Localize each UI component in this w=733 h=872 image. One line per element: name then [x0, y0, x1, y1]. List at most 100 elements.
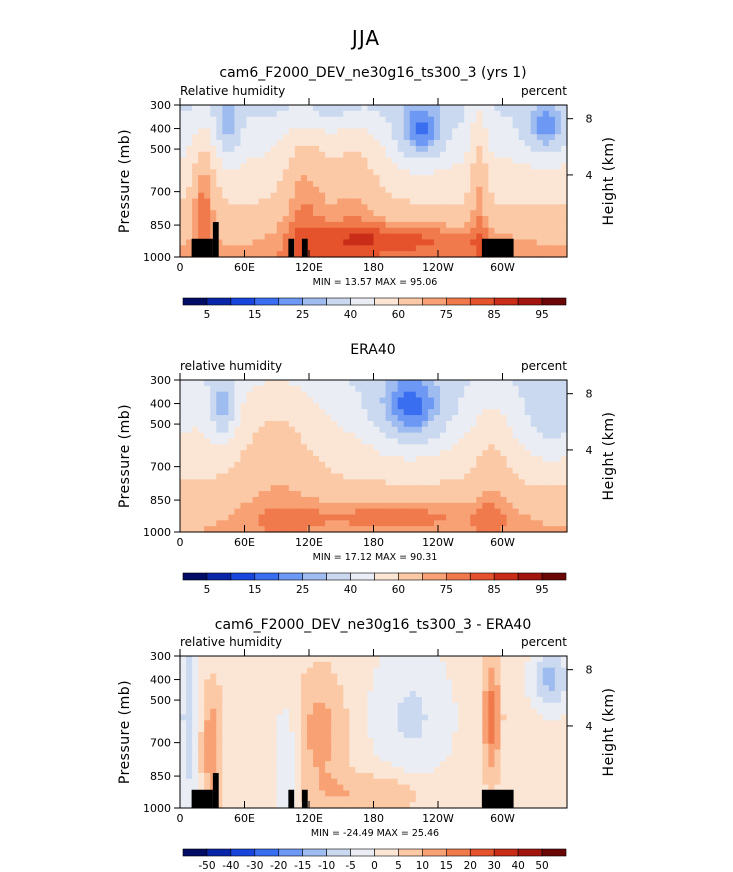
contour-cell — [524, 656, 532, 663]
contour-cell — [536, 432, 544, 440]
contour-cell — [536, 409, 544, 416]
contour-cell — [210, 105, 217, 112]
contour-cell — [246, 673, 254, 680]
contour-cell — [518, 245, 526, 252]
contour-cell — [506, 514, 514, 521]
contour-cell — [506, 714, 514, 721]
contour-cell — [355, 391, 363, 399]
contour-cell — [415, 426, 423, 434]
contour-cell — [319, 181, 326, 188]
contour-cell — [361, 656, 369, 663]
contour-cell — [476, 496, 483, 504]
contour-cell — [282, 467, 290, 475]
contour-cell — [470, 438, 477, 445]
contour-cell — [288, 163, 296, 170]
contour-cell — [355, 679, 363, 686]
contour-cell — [524, 514, 532, 521]
contour-cell — [222, 479, 229, 486]
contour-cell — [482, 778, 489, 786]
contour-cell — [379, 420, 387, 428]
contour-cell — [560, 696, 568, 704]
contour-cell — [349, 661, 356, 669]
contour-cell — [276, 216, 284, 223]
contour-cell — [415, 755, 423, 762]
contour-cell — [222, 163, 229, 170]
contour-cell — [367, 175, 375, 182]
contour-cell — [186, 233, 193, 241]
contour-cell — [530, 508, 538, 516]
contour-cell — [452, 767, 459, 774]
contour-cell — [343, 409, 350, 416]
contour-cell — [470, 720, 477, 727]
contour-cell — [282, 221, 290, 229]
contour-cell — [192, 520, 199, 527]
contour-cell — [506, 679, 514, 686]
contour-cell — [234, 415, 242, 422]
contour-cell — [385, 251, 393, 258]
contour-cell — [246, 679, 254, 686]
contour-cell — [228, 691, 236, 698]
contour-cell — [349, 105, 356, 112]
colorbar-swatch — [493, 297, 519, 306]
contour-cell — [198, 743, 205, 751]
contour-cell — [319, 679, 326, 686]
contour-cell — [361, 420, 369, 428]
contour-cell — [542, 181, 550, 188]
contour-cell — [530, 163, 538, 170]
contour-cell — [204, 702, 211, 710]
contour-cell — [446, 409, 453, 416]
contour-cell — [186, 204, 193, 211]
contour-cell — [222, 175, 229, 182]
contour-cell — [216, 140, 223, 147]
contour-cell — [458, 444, 465, 451]
contour-cell — [216, 714, 223, 721]
contour-cell — [542, 514, 550, 521]
contour-cell — [391, 181, 399, 188]
contour-cell — [512, 444, 520, 451]
contour-cell — [373, 110, 381, 118]
contour-cell — [488, 128, 496, 135]
contour-cell — [560, 221, 568, 229]
contour-cell — [391, 679, 399, 686]
contour-cell — [270, 720, 278, 727]
contour-cell — [264, 679, 272, 686]
contour-cell — [264, 685, 272, 692]
contour-cell — [446, 420, 453, 428]
contour-cell — [252, 181, 260, 188]
contour-cell — [300, 702, 308, 710]
contour-cell — [349, 496, 356, 504]
contour-cell — [560, 186, 568, 194]
contour-cell — [524, 233, 532, 241]
contour-cell — [252, 151, 260, 159]
contour-cell — [482, 479, 489, 486]
contour-cell — [246, 157, 254, 165]
contour-cell — [403, 496, 411, 504]
contour-cell — [276, 502, 284, 510]
contour-cell — [319, 403, 326, 410]
contour-cell — [391, 380, 399, 387]
contour-cell — [470, 508, 477, 516]
contour-cell — [325, 420, 332, 428]
contour-cell — [240, 233, 248, 241]
contour-cell — [542, 508, 550, 516]
contour-cell — [427, 726, 435, 733]
contour-cell — [518, 239, 526, 246]
contour-cell — [446, 520, 453, 527]
contour-cell — [391, 233, 399, 241]
contour-cell — [530, 491, 538, 498]
contour-cell — [276, 397, 284, 404]
contour-cell — [313, 485, 320, 492]
contour-cell — [300, 456, 308, 463]
contour-cell — [403, 479, 411, 486]
contour-cell — [192, 444, 199, 451]
contour-cell — [204, 714, 211, 721]
contour-cell — [548, 145, 556, 153]
contour-cell — [270, 767, 278, 774]
contour-cell — [536, 685, 544, 692]
contour-cell — [542, 714, 550, 721]
contour-cell — [482, 233, 489, 241]
contour-cell — [306, 409, 314, 416]
contour-cell — [397, 204, 405, 211]
contour-cell — [234, 239, 242, 246]
contour-cell — [452, 485, 459, 492]
